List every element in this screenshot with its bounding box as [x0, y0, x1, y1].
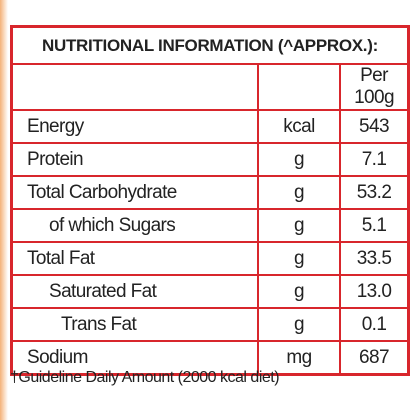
amount: 543: [339, 109, 410, 144]
table-row: Energy kcal 543: [10, 109, 410, 144]
nutrient-name: of which Sugars: [10, 208, 259, 243]
amount: 687: [339, 340, 410, 376]
nutrient-name: Protein: [10, 142, 259, 177]
unit: mg: [257, 340, 341, 376]
unit: g: [257, 307, 341, 342]
amount: 13.0: [339, 274, 410, 309]
nutrient-name: Trans Fat: [10, 307, 259, 342]
unit: g: [257, 241, 341, 276]
nutrient-name: Sodium: [10, 340, 259, 376]
amount: 53.2: [339, 175, 410, 210]
unit: g: [257, 208, 341, 243]
nutrient-name: Total Carbohydrate: [10, 175, 259, 210]
table-row: Total Carbohydrate g 53.2: [10, 175, 410, 210]
amount: 7.1: [339, 142, 410, 177]
unit: g: [257, 175, 341, 210]
table-row: Trans Fat g 0.1: [10, 307, 410, 342]
footnote: †Guideline Daily Amount (2000 kcal diet): [10, 369, 280, 386]
table-body: Energy kcal 543 Protein g 7.1 Total Carbohydra…: [10, 109, 410, 376]
column-header: Per 100g: [339, 63, 410, 111]
unit: kcal: [257, 109, 341, 144]
amount: 33.5: [339, 241, 410, 276]
header-cell: [10, 63, 259, 111]
table-row: Protein g 7.1: [10, 142, 410, 177]
table-row: Saturated Fat g 13.0: [10, 274, 410, 309]
nutrient-name: Total Fat: [10, 241, 259, 276]
amount: 0.1: [339, 307, 410, 342]
table-row: Sodium mg 687: [10, 340, 410, 376]
table-row: Total Fat g 33.5: [10, 241, 410, 276]
nutrient-name: Energy: [10, 109, 259, 144]
nutrient-name: Saturated Fat: [10, 274, 259, 309]
unit: g: [257, 274, 341, 309]
header-cell: [257, 63, 341, 111]
nutrition-table: NUTRITIONAL INFORMATION (^APPROX.): Per …: [10, 25, 410, 376]
table-row: of which Sugars g 5.1: [10, 208, 410, 243]
background-edge: [0, 0, 8, 420]
unit: g: [257, 142, 341, 177]
table-title: NUTRITIONAL INFORMATION (^APPROX.):: [10, 25, 410, 65]
amount: 5.1: [339, 208, 410, 243]
